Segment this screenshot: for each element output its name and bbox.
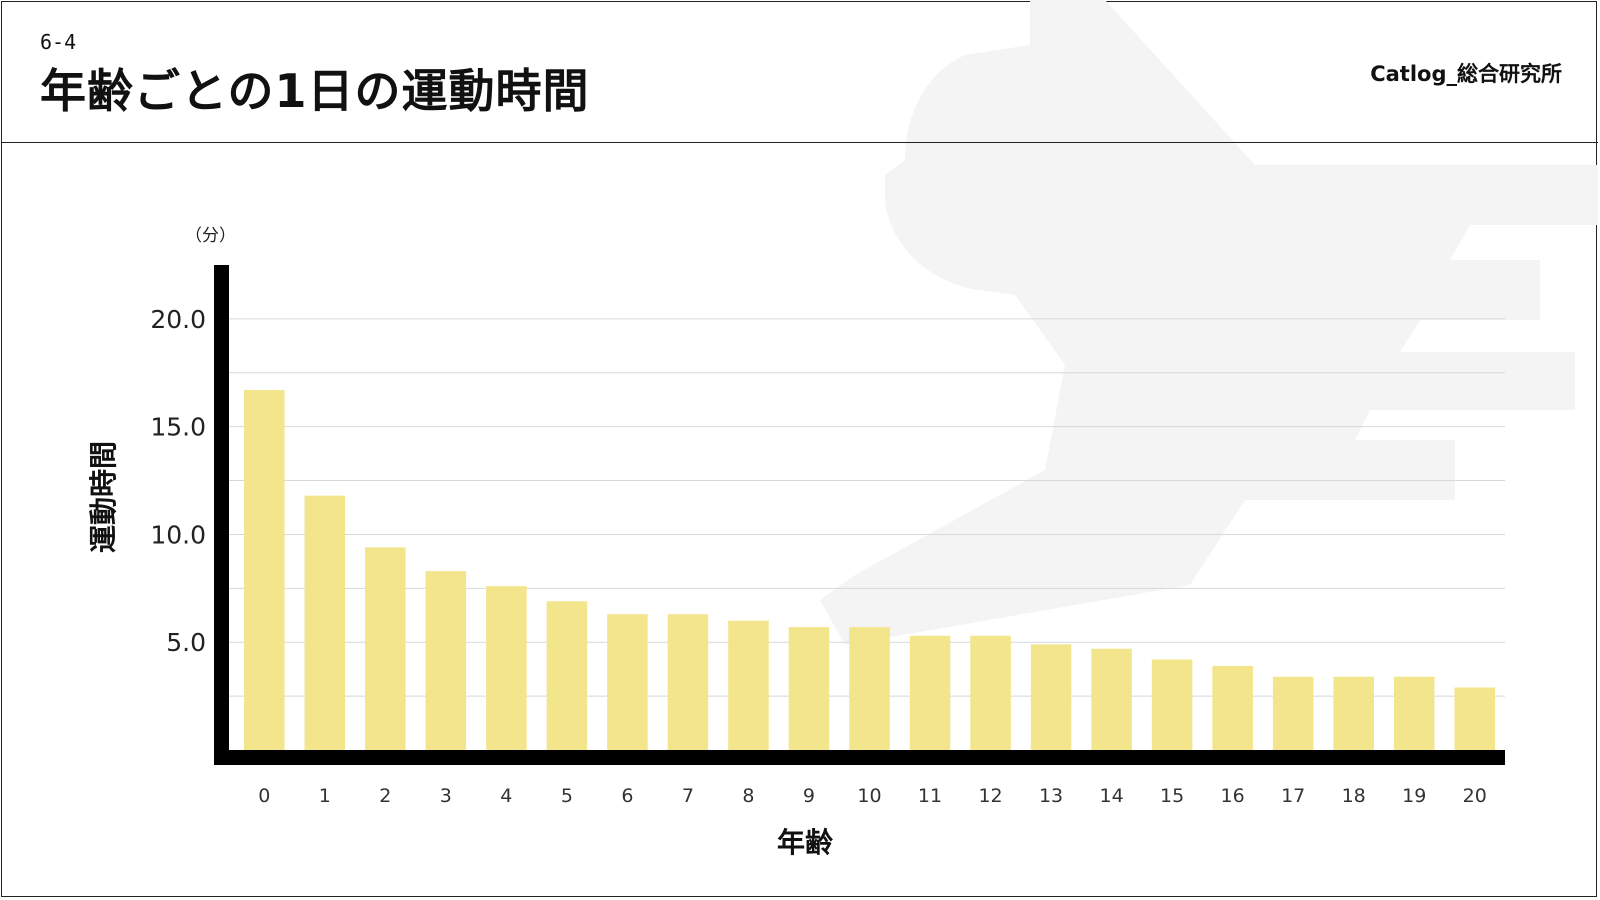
axes bbox=[214, 265, 1505, 765]
bar bbox=[970, 635, 1011, 750]
bar bbox=[486, 586, 527, 750]
bars bbox=[243, 390, 1496, 750]
x-tick-label: 15 bbox=[1160, 785, 1184, 807]
x-tick-label: 18 bbox=[1342, 785, 1366, 807]
x-tick-label: 16 bbox=[1221, 785, 1245, 807]
x-tick-label: 11 bbox=[918, 785, 942, 807]
y-tick-label: 15.0 bbox=[150, 413, 206, 442]
bar bbox=[243, 390, 285, 750]
bar bbox=[425, 571, 467, 750]
bar bbox=[849, 627, 890, 750]
x-tick-label: 10 bbox=[857, 785, 881, 807]
x-tick-label: 8 bbox=[742, 785, 754, 807]
x-tick-label: 3 bbox=[440, 785, 452, 807]
bar bbox=[788, 627, 830, 750]
bar bbox=[1212, 665, 1253, 750]
x-axis-line bbox=[214, 750, 1505, 765]
header-divider bbox=[1, 142, 1598, 143]
y-tick-label: 5.0 bbox=[166, 628, 206, 657]
brand-logo: Catlog_総合研究所 bbox=[1370, 62, 1562, 86]
bar bbox=[365, 547, 406, 750]
x-tick-label: 1 bbox=[319, 785, 331, 807]
x-tick-label: 6 bbox=[621, 785, 633, 807]
x-axis-title: 年齢 bbox=[777, 826, 833, 859]
bar bbox=[304, 495, 346, 750]
x-tick-label: 20 bbox=[1463, 785, 1487, 807]
x-tick-label: 4 bbox=[500, 785, 512, 807]
x-tick-label: 17 bbox=[1281, 785, 1305, 807]
bar bbox=[1393, 676, 1435, 750]
y-axis-title: 運動時間 bbox=[87, 441, 120, 553]
bar bbox=[607, 614, 648, 750]
y-tick-label: 20.0 bbox=[150, 305, 206, 334]
x-tick-label: 9 bbox=[803, 785, 815, 807]
x-tick-label: 7 bbox=[682, 785, 694, 807]
bar bbox=[546, 601, 588, 750]
x-tick-label: 14 bbox=[1100, 785, 1124, 807]
tick-labels: 0 1 2 3 4 5 6 7 8 9 10 11 12 13 14 15 16 17 18 19 205.010.01… bbox=[150, 305, 1487, 807]
bar bbox=[1091, 648, 1132, 750]
bar bbox=[667, 614, 709, 750]
bar bbox=[1151, 659, 1193, 750]
page-title: 年齢ごとの1日の運動時間 bbox=[40, 64, 590, 118]
y-unit-label: （分） bbox=[185, 226, 236, 246]
x-tick-label: 13 bbox=[1039, 785, 1063, 807]
bar bbox=[909, 635, 951, 750]
x-tick-label: 2 bbox=[379, 785, 391, 807]
x-tick-label: 12 bbox=[978, 785, 1002, 807]
x-tick-label: 19 bbox=[1402, 785, 1426, 807]
bar bbox=[728, 620, 769, 750]
y-tick-label: 10.0 bbox=[150, 520, 206, 549]
section-number: 6-4 bbox=[40, 30, 77, 54]
bar bbox=[1333, 676, 1374, 750]
bar bbox=[1454, 687, 1496, 750]
x-tick-label: 0 bbox=[258, 785, 270, 807]
bar bbox=[1272, 676, 1314, 750]
y-axis-line bbox=[214, 265, 229, 765]
x-tick-label: 5 bbox=[561, 785, 573, 807]
bar bbox=[1030, 644, 1072, 750]
